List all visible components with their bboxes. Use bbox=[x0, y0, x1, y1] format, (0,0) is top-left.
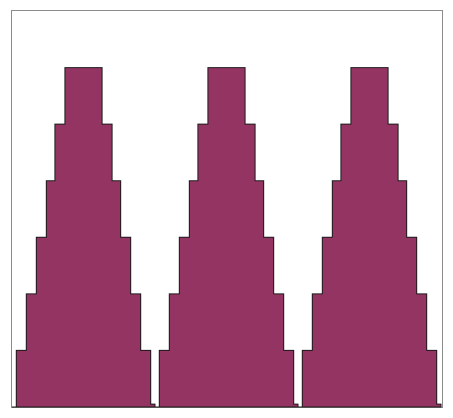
area-series-0 bbox=[12, 67, 442, 408]
series-layer bbox=[12, 67, 442, 408]
